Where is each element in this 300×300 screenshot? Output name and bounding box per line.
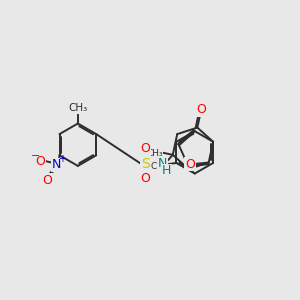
Text: H: H bbox=[162, 164, 171, 177]
Text: O: O bbox=[35, 155, 45, 168]
Text: N: N bbox=[158, 157, 167, 170]
Text: O: O bbox=[185, 158, 195, 171]
Text: +: + bbox=[58, 154, 66, 164]
Text: N: N bbox=[51, 158, 61, 171]
Text: −: − bbox=[30, 151, 40, 161]
Text: O: O bbox=[196, 103, 206, 116]
Text: O: O bbox=[42, 174, 52, 187]
Text: O: O bbox=[140, 142, 150, 155]
Text: CH₃: CH₃ bbox=[68, 103, 88, 113]
Text: CH₃: CH₃ bbox=[146, 149, 163, 158]
Text: O: O bbox=[140, 172, 150, 185]
Text: CH₃: CH₃ bbox=[150, 162, 167, 171]
Text: S: S bbox=[141, 157, 150, 171]
